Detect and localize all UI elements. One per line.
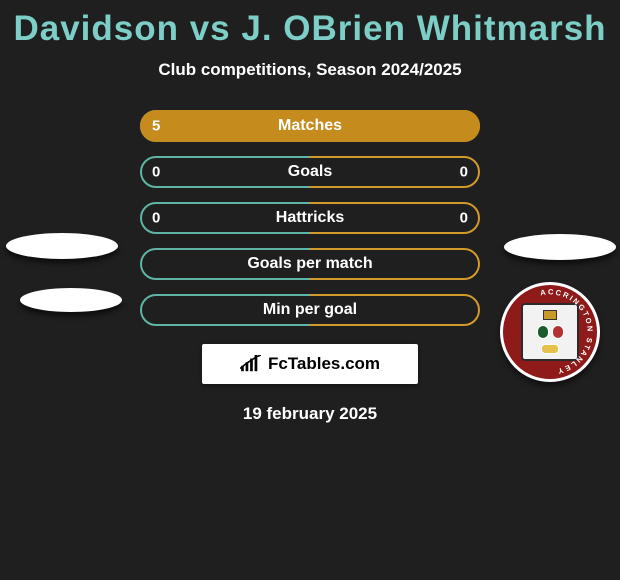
stat-label: Goals — [288, 163, 332, 181]
stat-label: Goals per match — [247, 255, 372, 273]
player-left-placeholder — [6, 233, 118, 259]
stat-value-left: 0 — [152, 210, 160, 227]
stat-row: Hattricks 0 0 — [140, 202, 480, 234]
stat-row: Matches 5 — [140, 110, 480, 142]
footer-date: 19 february 2025 — [0, 404, 620, 424]
club-right-badge: ACCRINGTON STANLEY — [500, 282, 600, 382]
bar-chart-icon — [240, 355, 262, 373]
stat-row: Min per goal — [140, 294, 480, 326]
club-badge-ring-text: ACCRINGTON STANLEY — [503, 285, 597, 379]
attribution-badge: FcTables.com — [202, 344, 418, 384]
stat-label: Hattricks — [276, 209, 344, 227]
stat-value-right: 0 — [460, 164, 468, 181]
subtitle: Club competitions, Season 2024/2025 — [0, 60, 620, 80]
stat-value-right: 0 — [460, 210, 468, 227]
stat-label: Matches — [278, 117, 342, 135]
stat-row: Goals 0 0 — [140, 156, 480, 188]
comparison-content: ACCRINGTON STANLEY Matches5Goals00Hattri… — [0, 110, 620, 424]
attribution-text: FcTables.com — [268, 354, 380, 374]
stat-value-left: 0 — [152, 164, 160, 181]
stat-value-left: 5 — [152, 118, 160, 135]
page-title: Davidson vs J. OBrien Whitmarsh — [0, 0, 620, 50]
player-right-placeholder — [504, 234, 616, 260]
stats-bars: Matches 5 Goals 0 0 Hattricks 0 0 Goals per matc… — [140, 110, 480, 326]
stat-row: Goals per match — [140, 248, 480, 280]
svg-text:ACCRINGTON STANLEY: ACCRINGTON STANLEY — [540, 287, 595, 376]
club-left-placeholder — [20, 288, 122, 312]
stat-label: Min per goal — [263, 301, 357, 319]
